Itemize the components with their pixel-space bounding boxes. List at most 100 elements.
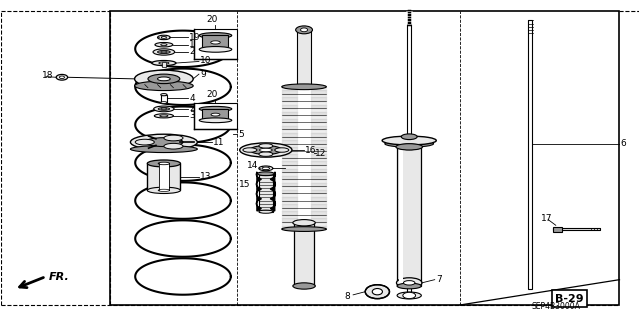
Ellipse shape xyxy=(282,84,326,90)
Ellipse shape xyxy=(158,189,170,191)
Ellipse shape xyxy=(199,33,232,38)
Polygon shape xyxy=(257,187,261,191)
Ellipse shape xyxy=(240,143,292,157)
Text: 12: 12 xyxy=(315,149,326,158)
Ellipse shape xyxy=(159,62,169,64)
Ellipse shape xyxy=(397,144,421,150)
Ellipse shape xyxy=(396,278,422,288)
Polygon shape xyxy=(270,187,275,191)
Ellipse shape xyxy=(134,81,193,91)
Ellipse shape xyxy=(160,115,168,117)
Bar xyxy=(407,24,411,295)
Text: 17: 17 xyxy=(540,213,552,222)
Ellipse shape xyxy=(211,41,220,44)
Ellipse shape xyxy=(401,134,417,140)
Ellipse shape xyxy=(56,74,68,80)
Ellipse shape xyxy=(282,227,326,232)
Text: 9: 9 xyxy=(200,70,206,79)
Ellipse shape xyxy=(161,36,166,38)
Bar xyxy=(194,103,237,129)
Text: 18: 18 xyxy=(42,71,53,80)
Ellipse shape xyxy=(153,49,175,55)
Ellipse shape xyxy=(259,152,273,156)
Text: B-29: B-29 xyxy=(556,293,584,304)
Circle shape xyxy=(403,292,415,299)
Polygon shape xyxy=(257,206,261,211)
Ellipse shape xyxy=(161,44,167,46)
Ellipse shape xyxy=(147,160,180,167)
Ellipse shape xyxy=(134,70,193,87)
Ellipse shape xyxy=(382,136,436,145)
Ellipse shape xyxy=(296,26,312,34)
Ellipse shape xyxy=(157,35,170,40)
Ellipse shape xyxy=(250,145,282,154)
Text: 2: 2 xyxy=(189,104,195,113)
Bar xyxy=(552,228,600,230)
Bar xyxy=(529,20,532,289)
Ellipse shape xyxy=(164,143,183,149)
Bar xyxy=(202,35,228,49)
Polygon shape xyxy=(270,177,275,182)
Ellipse shape xyxy=(199,47,232,52)
Ellipse shape xyxy=(164,135,183,141)
Text: 13: 13 xyxy=(200,172,212,182)
Ellipse shape xyxy=(403,281,415,285)
Bar xyxy=(162,63,166,67)
Ellipse shape xyxy=(60,76,65,78)
Ellipse shape xyxy=(148,74,180,84)
Bar xyxy=(552,226,561,232)
Ellipse shape xyxy=(161,108,167,110)
Ellipse shape xyxy=(152,61,176,66)
Bar xyxy=(194,29,237,59)
Ellipse shape xyxy=(365,285,390,299)
Ellipse shape xyxy=(372,288,383,295)
Bar xyxy=(161,95,167,103)
Ellipse shape xyxy=(259,144,273,148)
Bar xyxy=(147,163,180,190)
Ellipse shape xyxy=(147,187,180,194)
Ellipse shape xyxy=(145,138,183,146)
Ellipse shape xyxy=(131,134,197,150)
Ellipse shape xyxy=(157,50,170,54)
Polygon shape xyxy=(257,177,261,182)
Ellipse shape xyxy=(259,210,273,213)
Text: 7: 7 xyxy=(436,275,442,284)
Ellipse shape xyxy=(259,166,273,171)
Ellipse shape xyxy=(385,140,433,147)
Ellipse shape xyxy=(396,144,422,150)
Ellipse shape xyxy=(262,167,269,170)
Text: 15: 15 xyxy=(239,180,251,189)
Ellipse shape xyxy=(301,28,308,32)
Ellipse shape xyxy=(155,42,173,47)
Text: 8: 8 xyxy=(345,292,351,300)
Bar xyxy=(294,223,314,286)
Bar xyxy=(399,147,403,286)
Ellipse shape xyxy=(157,77,170,81)
Text: 19: 19 xyxy=(189,33,201,42)
Bar xyxy=(259,174,273,212)
Text: 10: 10 xyxy=(200,56,212,65)
Text: 3: 3 xyxy=(189,111,195,120)
Bar xyxy=(397,147,421,286)
Ellipse shape xyxy=(131,145,197,152)
Text: 20: 20 xyxy=(207,16,218,25)
Text: 1: 1 xyxy=(189,40,195,49)
Ellipse shape xyxy=(293,219,316,226)
Ellipse shape xyxy=(158,108,170,110)
Text: FR.: FR. xyxy=(49,272,70,282)
Ellipse shape xyxy=(154,114,173,118)
Ellipse shape xyxy=(211,113,220,116)
Text: SEP4B3000A: SEP4B3000A xyxy=(531,302,580,311)
Ellipse shape xyxy=(158,162,170,165)
Ellipse shape xyxy=(199,106,232,111)
Text: 11: 11 xyxy=(213,137,225,147)
Ellipse shape xyxy=(135,139,154,145)
Ellipse shape xyxy=(161,93,167,96)
Bar xyxy=(297,30,311,87)
Ellipse shape xyxy=(199,118,232,123)
Text: 16: 16 xyxy=(305,145,317,154)
Ellipse shape xyxy=(161,102,167,104)
Ellipse shape xyxy=(243,148,257,152)
Text: 6: 6 xyxy=(621,139,627,148)
Ellipse shape xyxy=(293,283,316,289)
